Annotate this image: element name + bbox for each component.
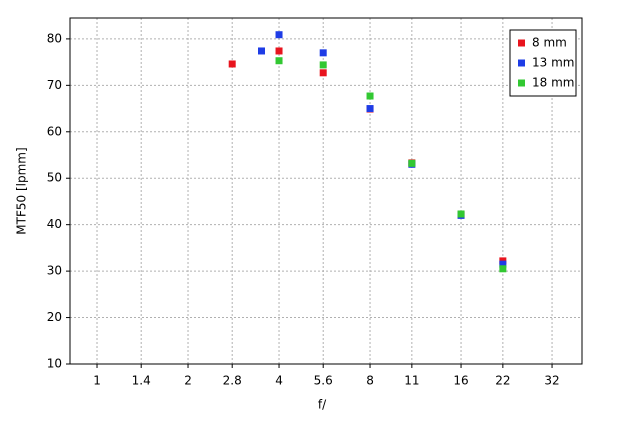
y-tick-label: 30 xyxy=(47,264,62,278)
y-axis-label: MTF50 [lpmm] xyxy=(15,147,29,234)
marker xyxy=(275,57,283,65)
marker xyxy=(499,260,507,268)
marker xyxy=(319,61,327,69)
marker xyxy=(275,31,283,39)
x-tick-label: 1 xyxy=(93,374,101,388)
legend-label: 18 mm xyxy=(532,76,574,90)
marker xyxy=(319,49,327,57)
x-tick-label: 22 xyxy=(495,374,510,388)
y-tick-label: 70 xyxy=(47,78,62,92)
y-tick-label: 10 xyxy=(47,357,62,371)
marker xyxy=(228,60,236,68)
marker xyxy=(366,92,374,100)
marker xyxy=(257,47,265,55)
marker xyxy=(457,210,465,218)
marker xyxy=(275,47,283,55)
legend-swatch xyxy=(518,79,525,87)
marker xyxy=(408,159,416,167)
y-tick-label: 80 xyxy=(47,31,62,45)
marker xyxy=(366,105,374,113)
y-tick-label: 50 xyxy=(47,171,62,185)
y-tick-label: 60 xyxy=(47,124,62,138)
x-tick-label: 11 xyxy=(404,374,419,388)
x-tick-label: 16 xyxy=(453,374,468,388)
x-tick-label: 2.8 xyxy=(223,374,242,388)
marker xyxy=(499,265,507,273)
y-tick-label: 40 xyxy=(47,217,62,231)
x-tick-label: 2 xyxy=(184,374,192,388)
x-tick-label: 8 xyxy=(366,374,374,388)
legend-label: 8 mm xyxy=(532,36,567,50)
x-tick-label: 4 xyxy=(275,374,283,388)
legend-swatch xyxy=(518,39,525,47)
x-tick-label: 5.6 xyxy=(314,374,333,388)
plot-frame xyxy=(69,17,583,365)
x-tick-label: 32 xyxy=(544,374,559,388)
legend-label: 13 mm xyxy=(532,56,574,70)
x-tick-label: 1.4 xyxy=(132,374,151,388)
y-tick-label: 20 xyxy=(47,310,62,324)
legend-swatch xyxy=(518,59,525,67)
marker xyxy=(319,69,327,77)
x-axis-label: f/ xyxy=(318,398,327,412)
